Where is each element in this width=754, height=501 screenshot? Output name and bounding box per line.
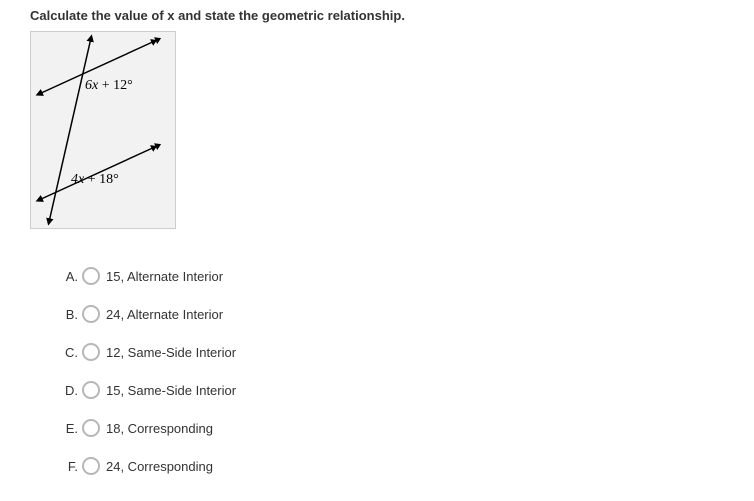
angle-label-top: 6x + 12°: [85, 78, 133, 94]
option-letter: C.: [60, 345, 78, 360]
option-e[interactable]: E. 18, Corresponding: [60, 409, 754, 447]
angle-label-bottom: 4x + 18°: [71, 172, 119, 188]
option-letter: F.: [60, 459, 78, 474]
diagram-svg: [31, 32, 175, 228]
option-letter: D.: [60, 383, 78, 398]
option-c[interactable]: C. 12, Same-Side Interior: [60, 333, 754, 371]
radio-icon[interactable]: [82, 457, 100, 475]
option-letter: B.: [60, 307, 78, 322]
option-a[interactable]: A. 15, Alternate Interior: [60, 257, 754, 295]
option-text: 15, Alternate Interior: [106, 269, 223, 284]
question-title: Calculate the value of x and state the g…: [0, 0, 754, 31]
option-text: 18, Corresponding: [106, 421, 213, 436]
option-letter: A.: [60, 269, 78, 284]
radio-icon[interactable]: [82, 267, 100, 285]
radio-icon[interactable]: [82, 305, 100, 323]
geometry-diagram: 6x + 12° 4x + 18°: [30, 31, 176, 229]
radio-icon[interactable]: [82, 381, 100, 399]
options-group: A. 15, Alternate Interior B. 24, Alterna…: [60, 257, 754, 485]
radio-icon[interactable]: [82, 419, 100, 437]
option-d[interactable]: D. 15, Same-Side Interior: [60, 371, 754, 409]
option-text: 12, Same-Side Interior: [106, 345, 236, 360]
option-f[interactable]: F. 24, Corresponding: [60, 447, 754, 485]
option-text: 24, Alternate Interior: [106, 307, 223, 322]
option-text: 15, Same-Side Interior: [106, 383, 236, 398]
option-letter: E.: [60, 421, 78, 436]
transversal-line: [49, 38, 91, 222]
option-text: 24, Corresponding: [106, 459, 213, 474]
option-b[interactable]: B. 24, Alternate Interior: [60, 295, 754, 333]
radio-icon[interactable]: [82, 343, 100, 361]
